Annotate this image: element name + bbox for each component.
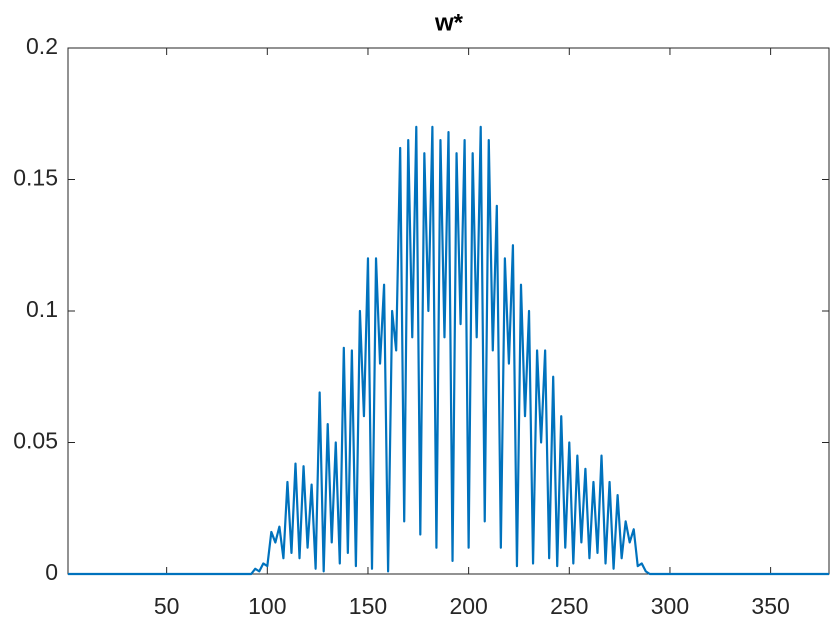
y-tick-label: 0.1: [26, 296, 58, 322]
y-tick-label: 0.2: [26, 33, 58, 59]
x-tick-label: 50: [154, 593, 180, 619]
y-tick-label: 0: [45, 559, 58, 585]
x-tick-label: 150: [349, 593, 387, 619]
line-series: [68, 125, 829, 576]
y-tick-label: 0.05: [13, 428, 58, 454]
x-tick-label: 300: [651, 593, 689, 619]
x-tick-label: 350: [751, 593, 789, 619]
y-tick-label: 0.15: [13, 165, 58, 191]
x-tick-label: 200: [449, 593, 487, 619]
x-tick-label: 250: [550, 593, 588, 619]
chart-title: w*: [434, 9, 464, 36]
x-tick-label: 100: [248, 593, 286, 619]
